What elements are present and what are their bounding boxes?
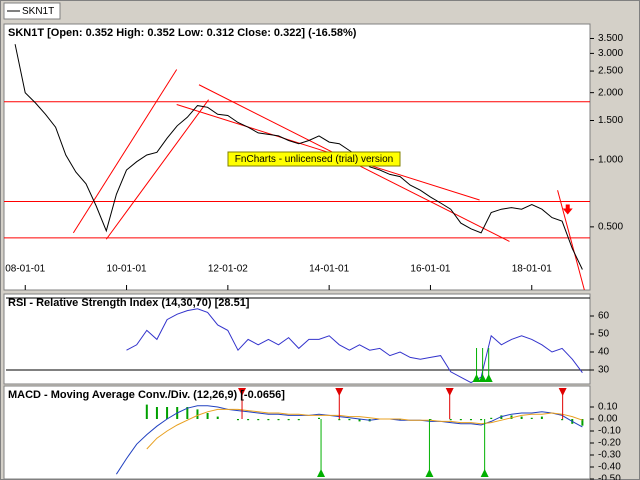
histogram-bar <box>500 415 503 419</box>
buy-signal <box>472 374 481 382</box>
y-tick-label: 0.10 <box>598 402 618 413</box>
x-tick-label: 10-01-01 <box>107 264 147 275</box>
sell-signal <box>445 388 454 396</box>
y-tick-label: -0.50 <box>598 474 621 480</box>
buy-signal <box>484 374 493 382</box>
buy-signal <box>478 374 487 382</box>
histogram-bar <box>196 409 199 419</box>
x-tick-label: 14-01-01 <box>309 264 349 275</box>
y-tick-label: 30 <box>598 365 610 376</box>
buy-signal <box>480 469 489 477</box>
x-tick-label: 12-01-02 <box>208 264 248 275</box>
y-tick-label: 40 <box>598 347 610 358</box>
histogram-bar <box>277 419 280 421</box>
panel-frame <box>3 385 591 480</box>
panel-title: RSI - Relative Strength Index (14,30,70)… <box>8 297 250 309</box>
histogram-bar <box>318 417 321 419</box>
histogram-bar <box>145 404 148 419</box>
buy-signal <box>317 469 326 477</box>
histogram-bar <box>358 419 361 422</box>
histogram-bar <box>581 419 584 426</box>
panel-title: MACD - Moving Average Conv./Div. (12,26,… <box>8 389 285 401</box>
panel-2 <box>115 388 584 477</box>
series-line <box>14 44 583 270</box>
histogram-bar <box>247 419 250 421</box>
histogram-bar <box>206 413 209 419</box>
legend-label: SKN1T <box>22 6 54 17</box>
histogram-bar <box>155 407 158 419</box>
histogram-bar <box>490 417 493 419</box>
histogram-bar <box>480 419 483 421</box>
y-tick-label: 3.000 <box>598 48 623 59</box>
sell-signal <box>558 388 567 396</box>
panel-title: SKN1T [Open: 0.352 High: 0.352 Low: 0.31… <box>8 27 357 39</box>
panel-frame <box>3 293 591 385</box>
histogram-bar <box>287 419 290 421</box>
histogram-bar <box>469 419 472 421</box>
y-tick-label: -0.30 <box>598 450 621 461</box>
y-tick-label: 1.000 <box>598 154 623 165</box>
histogram-bar <box>520 416 523 419</box>
histogram-bar <box>459 419 462 421</box>
trend-line <box>72 69 178 234</box>
histogram-bar <box>186 407 189 419</box>
x-tick-label: 16-01-01 <box>410 264 450 275</box>
histogram-bar <box>540 416 543 419</box>
y-tick-label: 0.00 <box>598 414 618 425</box>
histogram-bar <box>510 415 513 419</box>
histogram-bar <box>338 419 341 421</box>
histogram-bar <box>530 417 533 419</box>
y-tick-label: 60 <box>598 311 610 322</box>
trend-line <box>105 99 210 240</box>
histogram-bar <box>449 419 452 421</box>
x-tick-label: 18-01-01 <box>512 264 552 275</box>
y-tick-label: 3.500 <box>598 33 623 44</box>
legend-box <box>3 2 61 20</box>
signal-arrow <box>562 204 573 215</box>
y-tick-label: -0.20 <box>598 438 621 449</box>
series-line <box>115 405 583 475</box>
x-tick-label: 08-01-01 <box>5 264 45 275</box>
y-tick-label: -0.10 <box>598 426 621 437</box>
series-line <box>146 408 583 450</box>
histogram-bar <box>297 419 300 421</box>
histogram-bar <box>257 419 260 421</box>
series-line <box>126 308 583 384</box>
y-tick-label: -0.40 <box>598 462 621 473</box>
trend-line <box>557 190 585 290</box>
histogram-bar <box>399 419 402 421</box>
histogram-bar <box>267 419 270 421</box>
sell-signal <box>238 388 247 396</box>
watermark: FnCharts - unlicensed (trial) version <box>235 154 393 165</box>
histogram-bar <box>236 419 239 421</box>
y-tick-label: 0.500 <box>598 222 623 233</box>
watermark-box <box>227 151 401 167</box>
y-tick-label: 2.500 <box>598 66 623 77</box>
histogram-bar <box>561 419 564 421</box>
y-tick-label: 2.000 <box>598 87 623 98</box>
histogram-bar <box>166 407 169 419</box>
y-tick-label: 1.500 <box>598 115 623 126</box>
histogram-bar <box>348 419 351 421</box>
histogram-bar <box>216 416 219 419</box>
y-tick-label: 50 <box>598 329 610 340</box>
sell-signal <box>335 388 344 396</box>
panel-1 <box>6 297 590 384</box>
histogram-bar <box>429 419 432 421</box>
buy-signal <box>425 469 434 477</box>
